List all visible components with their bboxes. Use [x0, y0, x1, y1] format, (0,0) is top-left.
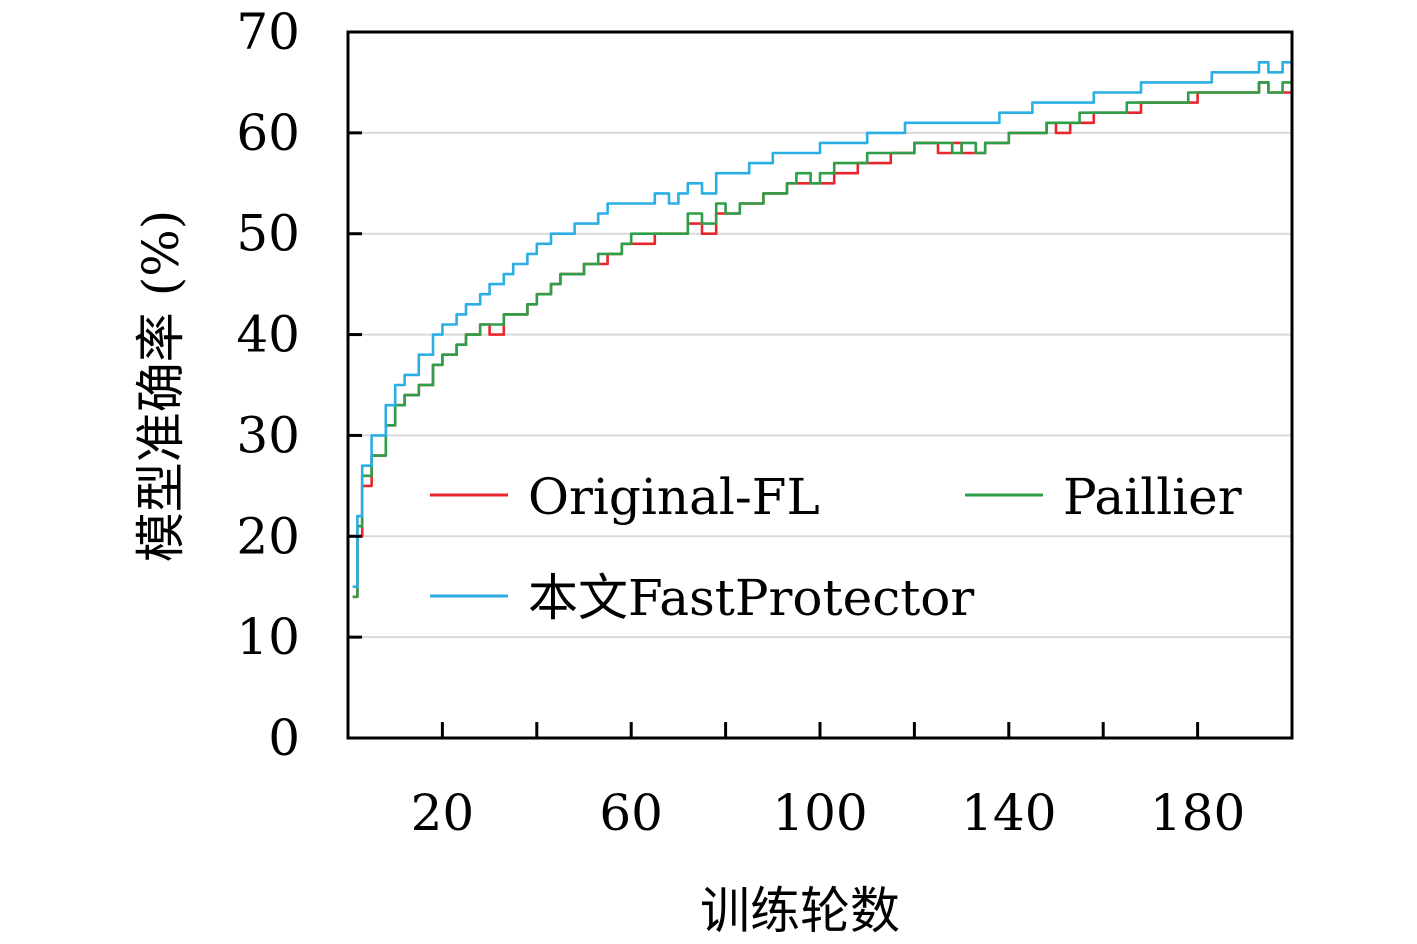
grid-lines — [348, 131, 1292, 639]
tick-labels: 0 10 20 30 40 50 60 70 20 60 100 140 180 — [236, 3, 1245, 842]
legend: Original-FL Paillier 本文FastProtector — [430, 468, 1242, 627]
x-tick-label: 60 — [599, 784, 663, 842]
y-tick-label: 40 — [236, 306, 300, 364]
y-axis-title: 模型准确率 (%) — [132, 210, 190, 562]
x-tick-label: 20 — [411, 784, 475, 842]
y-tick-label: 10 — [236, 608, 300, 666]
legend-label-fastprotector: 本文FastProtector — [528, 569, 974, 627]
series-line-fastprotector — [352, 61, 1292, 588]
x-axis-title: 训练轮数 — [700, 882, 900, 940]
series-line-paillier — [352, 81, 1292, 599]
axis-ticks — [348, 30, 1200, 738]
plot-frame — [346, 30, 1294, 740]
y-tick-label: 70 — [236, 3, 300, 61]
y-tick-label: 20 — [236, 507, 300, 565]
legend-label-paillier: Paillier — [1063, 468, 1242, 526]
y-tick-label: 50 — [236, 205, 300, 263]
x-tick-label: 140 — [961, 784, 1056, 842]
y-tick-label: 60 — [236, 104, 300, 162]
x-tick-label: 100 — [772, 784, 867, 842]
x-tick-label: 180 — [1150, 784, 1245, 842]
y-tick-label: 30 — [236, 406, 300, 464]
legend-label-original-fl: Original-FL — [528, 468, 820, 526]
series-layer — [352, 61, 1292, 599]
y-tick-label: 0 — [268, 709, 300, 767]
